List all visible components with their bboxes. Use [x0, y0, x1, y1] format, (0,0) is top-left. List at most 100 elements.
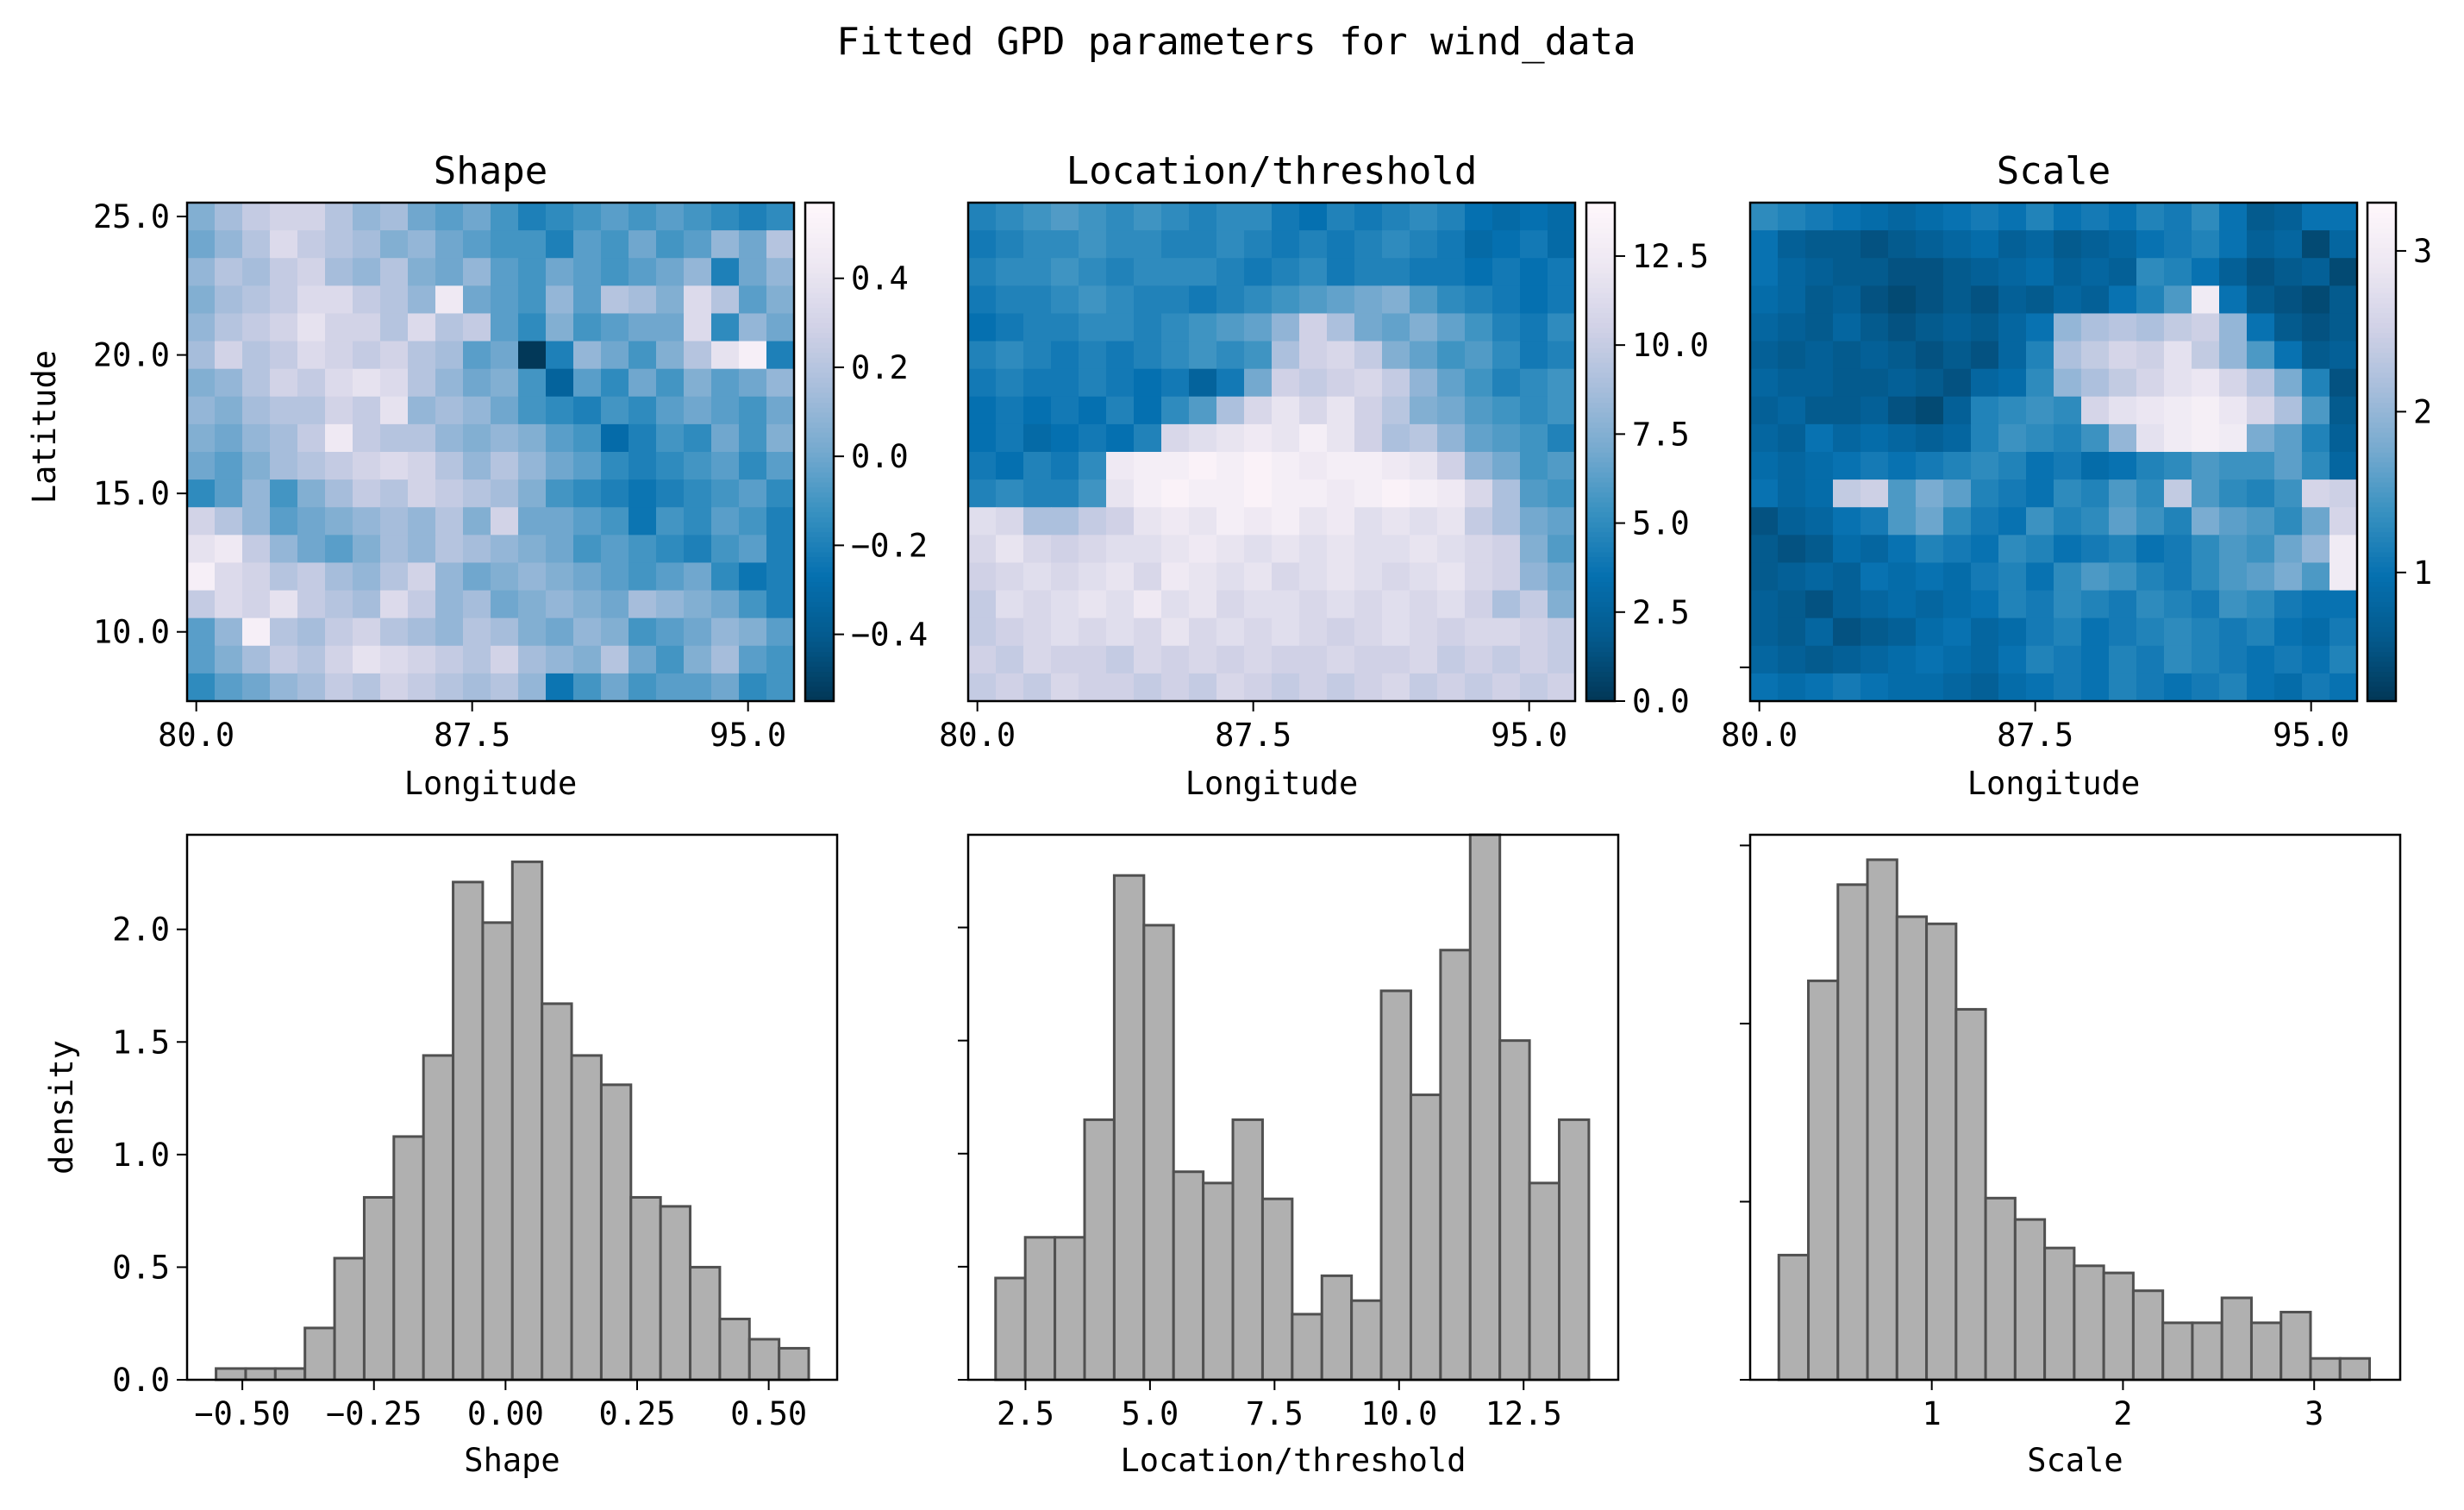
x-tick-label: 7.5 — [1246, 1395, 1304, 1432]
colorbar-segment — [805, 576, 834, 583]
heatmap-cell — [1161, 341, 1190, 370]
heatmap-cell — [1244, 452, 1273, 480]
colorbar-segment — [1586, 222, 1615, 229]
heatmap-cell — [2081, 479, 2110, 508]
heatmap-cell — [684, 590, 712, 619]
histogram-bar — [718, 1317, 751, 1382]
heatmap-cell — [739, 230, 767, 259]
colorbar-segment — [805, 297, 834, 304]
heatmap-cell — [2302, 285, 2330, 315]
heatmap-cell — [215, 341, 243, 370]
heatmap-cell — [2054, 617, 2082, 647]
heatmap-cell — [573, 258, 602, 286]
heatmap-cell — [656, 590, 685, 619]
heatmap-cell — [2274, 203, 2303, 231]
colorbar-segment — [2367, 411, 2396, 418]
heatmap-cell — [1437, 617, 1466, 647]
heatmap-cell — [2026, 452, 2054, 480]
heatmap-cell — [187, 673, 216, 702]
heatmap-cell — [463, 423, 491, 453]
x-tick-label: 80.0 — [939, 717, 1016, 754]
colorbar-segment — [2367, 352, 2396, 358]
colorbar-segment — [805, 517, 834, 523]
colorbar-segment — [1586, 297, 1615, 304]
heatmap-cell — [1916, 368, 1944, 398]
heatmap-cell — [656, 368, 685, 398]
heatmap-cell — [1943, 507, 1972, 536]
heatmap-cell — [1998, 313, 2027, 342]
heatmap-cell — [1520, 452, 1548, 480]
heatmap-cell — [518, 562, 547, 592]
heatmap-cell — [435, 479, 464, 508]
heatmap-cell — [187, 452, 216, 480]
heatmap-cell — [491, 258, 519, 286]
heatmap-cell — [187, 617, 216, 647]
colorbar-segment — [805, 696, 834, 702]
heatmap-cell — [546, 368, 574, 398]
heatmap-cell — [1023, 673, 1052, 702]
histogram-bar — [1379, 989, 1412, 1382]
colorbar-segment — [1586, 327, 1615, 334]
heatmap-cell — [1189, 645, 1217, 674]
heatmap-cell — [1998, 452, 2027, 480]
heatmap-cell — [996, 341, 1024, 370]
colorbar-segment — [805, 431, 834, 438]
heatmap-cell — [2054, 507, 2082, 536]
heatmap-cell — [1998, 396, 2027, 425]
heatmap-cell — [546, 313, 574, 342]
heatmap-cell — [2330, 341, 2358, 370]
heatmap-cell — [297, 562, 326, 592]
heatmap-cell — [1079, 452, 1107, 480]
heatmap-cell — [380, 203, 409, 231]
heatmap-cell — [1189, 230, 1217, 259]
heatmap-cell — [2136, 423, 2165, 453]
heatmap-cell — [1023, 368, 1052, 398]
heatmap-cell — [1299, 452, 1328, 480]
colorbar-segment — [805, 217, 834, 223]
heatmap-cell — [968, 341, 997, 370]
heatmap-cell — [1437, 645, 1466, 674]
heatmap-cell — [739, 368, 767, 398]
heatmap-cell — [1216, 645, 1245, 674]
heatmap-cell — [1437, 535, 1466, 564]
heatmap-cell — [1492, 590, 1521, 619]
heatmap-cell — [1327, 617, 1355, 647]
heatmap-cell — [463, 590, 491, 619]
heatmap-cell — [656, 258, 685, 286]
colorbar-tick-label: 2 — [2413, 393, 2432, 430]
heatmap-cell — [1299, 673, 1328, 702]
heatmap-cell — [463, 507, 491, 536]
heatmap-cell — [656, 479, 685, 508]
heatmap-cell — [1134, 423, 1162, 453]
heatmap-cell — [1805, 423, 1834, 453]
x-tick-label: 2 — [2113, 1395, 2132, 1432]
heatmap-cell — [1244, 341, 1273, 370]
heatmap-cell — [353, 423, 381, 453]
heatmap-cell — [546, 479, 574, 508]
colorbar-segment — [805, 571, 834, 578]
heatmap-cell — [408, 645, 436, 674]
histogram-bar — [392, 1135, 425, 1382]
heatmap-cell — [1327, 258, 1355, 286]
heatmap-cell — [1548, 313, 1576, 342]
heatmap-cell — [1916, 423, 1944, 453]
heatmap-cell — [629, 590, 657, 619]
heatmap-cell — [573, 313, 602, 342]
heatmap-cell — [1465, 203, 1493, 231]
heatmap-cell — [1998, 203, 2027, 231]
histogram-bar — [1083, 1118, 1116, 1382]
heatmap-cell — [1299, 535, 1328, 564]
heatmap-cell — [2081, 368, 2110, 398]
heatmap-cell — [1916, 562, 1944, 592]
heatmap-cell — [463, 479, 491, 508]
colorbar-segment — [805, 272, 834, 279]
colorbar-segment — [2367, 551, 2396, 558]
heatmap-cell — [2330, 562, 2358, 592]
heatmap-cell — [2081, 673, 2110, 702]
colorbar-segment — [1586, 277, 1615, 284]
heatmap-cell — [380, 590, 409, 619]
heatmap-cell — [408, 423, 436, 453]
colorbar-segment — [805, 666, 834, 673]
colorbar-segment — [1586, 316, 1615, 323]
heatmap-cell — [325, 368, 353, 398]
